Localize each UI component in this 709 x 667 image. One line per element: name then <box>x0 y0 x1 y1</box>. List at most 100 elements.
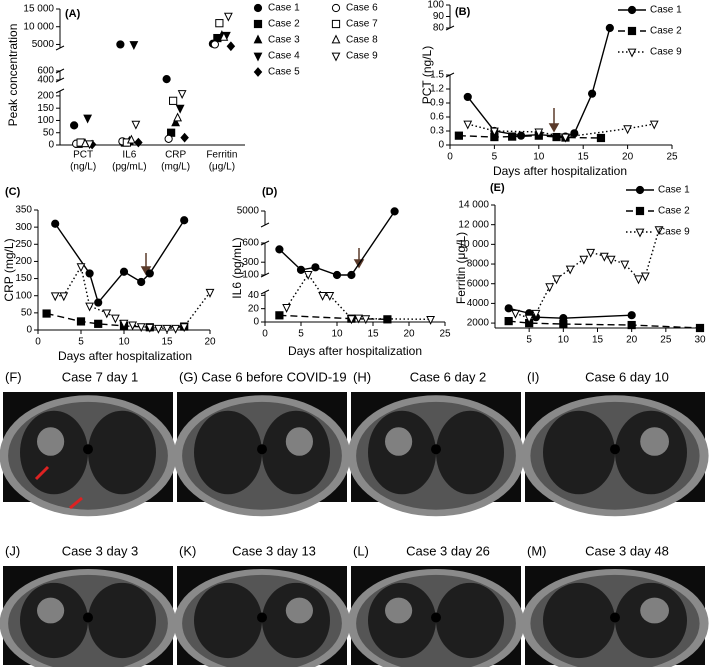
x-tick-label: 5 <box>526 335 532 346</box>
ct-image <box>173 392 351 517</box>
data-point <box>649 120 659 130</box>
ct-lung <box>543 582 615 659</box>
legend-label: Case 9 <box>650 47 682 58</box>
data-point <box>524 314 534 324</box>
ct-trachea <box>610 444 620 455</box>
x-axis-label: Days after hospitalization <box>58 349 192 363</box>
data-point <box>332 270 342 280</box>
ct-caption: Case 7 day 1 <box>62 369 139 384</box>
ct-lung <box>543 410 615 495</box>
y-tick-label: 600 <box>37 66 54 77</box>
y-tick-label: 20 <box>248 303 260 314</box>
legend-marker <box>635 228 645 238</box>
series-line <box>279 314 388 321</box>
data-point <box>136 323 146 333</box>
ct-caption: Case 3 day 26 <box>406 543 490 558</box>
ct-panel-label: (J) <box>5 543 20 558</box>
data-point <box>620 260 630 270</box>
ct-opacity <box>37 427 65 456</box>
x-tick-label: 10 <box>331 329 343 340</box>
y-tick-label: 10 000 <box>458 239 489 250</box>
legend-label: Case 8 <box>346 35 378 46</box>
data-point <box>42 309 51 318</box>
data-point <box>162 324 172 334</box>
y-tick-label: 400 <box>37 75 54 86</box>
legend-label: Case 1 <box>268 3 300 14</box>
x-tick-label: 15 <box>578 152 590 163</box>
legend-marker <box>627 5 637 15</box>
data-point <box>145 269 154 278</box>
legend-marker <box>253 34 263 44</box>
data-point <box>85 302 95 312</box>
y-tick-label: 150 <box>37 103 54 114</box>
legend-label: Case 9 <box>658 227 690 238</box>
data-point <box>599 252 609 262</box>
data-point <box>565 265 575 275</box>
x-tick-label: 20 <box>622 152 634 163</box>
y-tick-label: 350 <box>15 205 32 216</box>
data-point <box>586 248 596 258</box>
ct-trachea <box>431 612 441 623</box>
ct-trachea <box>257 612 267 623</box>
data-point <box>162 75 171 84</box>
y-axis-label: Ferritin (μg/L) <box>454 232 468 304</box>
data-point <box>169 96 178 105</box>
ct-opacity <box>285 597 313 624</box>
data-point <box>180 132 189 143</box>
data-point <box>76 263 86 273</box>
y-tick-label: 15 000 <box>23 4 54 15</box>
y-tick-label: 200 <box>15 256 32 267</box>
data-point <box>210 40 219 49</box>
data-point <box>463 120 473 130</box>
data-point <box>318 291 328 301</box>
data-point <box>516 131 526 140</box>
ct-lung <box>436 410 504 495</box>
x-tick-label: 25 <box>666 152 678 163</box>
data-point <box>489 127 499 137</box>
y-tick-label: 250 <box>15 239 32 250</box>
data-point <box>94 319 103 328</box>
data-point <box>129 41 139 50</box>
ct-image <box>0 566 177 667</box>
legend-marker <box>253 67 263 77</box>
data-point <box>561 133 570 143</box>
y-axis-label: CRP (mg/L) <box>2 238 16 301</box>
series-line <box>467 27 611 138</box>
series-line <box>515 229 660 319</box>
data-point <box>552 132 561 142</box>
data-point <box>695 323 705 333</box>
ct-panel-label: (H) <box>353 369 371 384</box>
panel-label: (C) <box>5 186 21 198</box>
y-tick-label: 50 <box>21 307 33 318</box>
data-point <box>119 319 129 329</box>
legend-label: Case 9 <box>346 51 378 62</box>
data-point <box>311 263 320 272</box>
data-point <box>654 226 664 236</box>
y-tick-label: 300 <box>15 222 32 233</box>
series-line <box>458 134 601 139</box>
legend-marker <box>253 19 263 29</box>
ct-opacity <box>640 427 669 456</box>
data-point <box>605 23 614 33</box>
data-point <box>153 324 163 334</box>
annotation-arrow <box>69 496 83 510</box>
legend-marker <box>331 52 341 62</box>
ct-lung <box>88 410 156 495</box>
annotation-arrow <box>34 465 50 481</box>
legend-label: Case 1 <box>650 5 682 16</box>
legend-label: Case 1 <box>658 185 690 196</box>
x-tick-label: CRP <box>165 150 186 161</box>
y-tick-label: 5000 <box>237 206 260 217</box>
data-point <box>102 309 112 319</box>
y-tick-label: 0 <box>48 140 54 151</box>
ct-opacity <box>385 427 413 456</box>
legend-label: Case 2 <box>650 26 682 37</box>
x-axis-label: Days after hospitalization <box>493 164 627 178</box>
ct-panel-label: (F) <box>5 369 22 384</box>
data-point <box>325 291 335 301</box>
ct-lung <box>194 582 262 659</box>
legend-label: Case 4 <box>268 51 300 62</box>
x-tick-label: (ng/L) <box>70 162 96 173</box>
y-axis-label: IL6 (pg/mL) <box>230 237 244 298</box>
data-point <box>534 128 544 138</box>
